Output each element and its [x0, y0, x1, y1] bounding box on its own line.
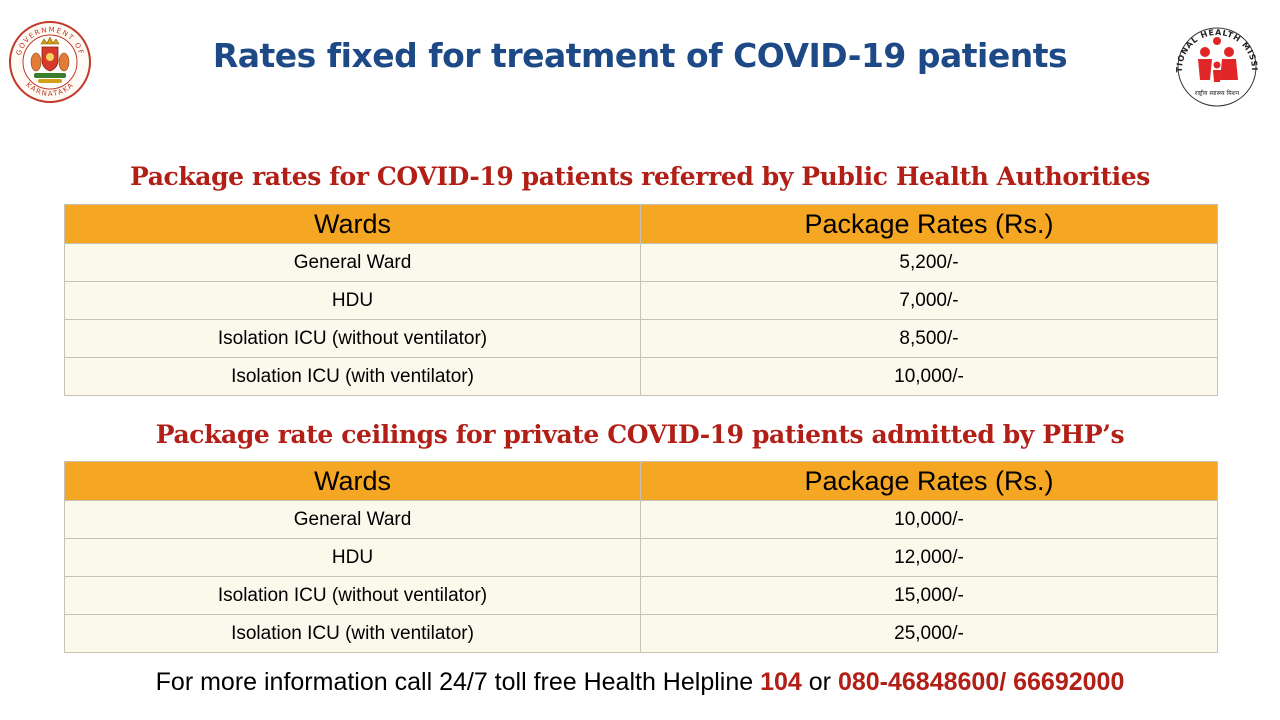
rate-cell: 12,000/- [640, 538, 1218, 577]
rate-cell: 10,000/- [640, 500, 1218, 539]
rate-cell: 15,000/- [640, 576, 1218, 615]
ward-cell: HDU [64, 538, 641, 577]
table-row: HDU 12,000/- [64, 538, 1218, 577]
ward-cell: HDU [64, 281, 641, 320]
footer-text: For more information call 24/7 toll free… [155, 668, 754, 696]
table-row: General Ward 5,200/- [64, 243, 1218, 282]
rate-cell: 5,200/- [640, 243, 1218, 282]
table-row: Isolation ICU (with ventilator) 25,000/- [64, 614, 1218, 653]
table-row: General Ward 10,000/- [64, 500, 1218, 539]
rates-table-private: Wards Package Rates (Rs.) General Ward 1… [64, 461, 1218, 653]
karnataka-emblem-icon: GOVERNMENT OF KARNATAKA [9, 21, 91, 103]
helpline-number[interactable]: 104 [760, 668, 802, 696]
phone-numbers[interactable]: 080-46848600/ 66692000 [837, 668, 1125, 696]
section-title-public: Package rates for COVID-19 patients refe… [130, 162, 1150, 191]
column-header-wards: Wards [64, 461, 641, 501]
ward-cell: Isolation ICU (with ventilator) [64, 357, 641, 396]
column-header-wards: Wards [64, 204, 641, 244]
rate-cell: 7,000/- [640, 281, 1218, 320]
section-title-private: Package rate ceilings for private COVID-… [155, 420, 1125, 449]
table-row: Isolation ICU (without ventilator) 15,00… [64, 576, 1218, 615]
ward-cell: General Ward [64, 243, 641, 282]
table-row: HDU 7,000/- [64, 281, 1218, 320]
national-health-mission-logo-icon: NATIONAL HEALTH MISSION राष्ट्रीय स्वास्… [1172, 22, 1258, 107]
table-row: Isolation ICU (with ventilator) 10,000/- [64, 357, 1218, 396]
table-header-row: Wards Package Rates (Rs.) [64, 204, 1218, 244]
ward-cell: Isolation ICU (without ventilator) [64, 576, 641, 615]
ward-cell: Isolation ICU (without ventilator) [64, 319, 641, 358]
rates-table-public: Wards Package Rates (Rs.) General Ward 5… [64, 204, 1218, 396]
ward-cell: Isolation ICU (with ventilator) [64, 614, 641, 653]
rate-cell: 25,000/- [640, 614, 1218, 653]
rate-cell: 10,000/- [640, 357, 1218, 396]
ward-cell: General Ward [64, 500, 641, 539]
rate-cell: 8,500/- [640, 319, 1218, 358]
column-header-rates: Package Rates (Rs.) [640, 204, 1218, 244]
page-title: Rates fixed for treatment of COVID-19 pa… [212, 36, 1068, 75]
footer-connector: or [808, 668, 831, 696]
right-logo-text-bottom: राष्ट्रीय स्वास्थ्य मिशन [1195, 89, 1240, 97]
table-header-row: Wards Package Rates (Rs.) [64, 461, 1218, 501]
table-row: Isolation ICU (without ventilator) 8,500… [64, 319, 1218, 358]
helpline-footer: For more information call 24/7 toll free… [0, 668, 1280, 697]
column-header-rates: Package Rates (Rs.) [640, 461, 1218, 501]
